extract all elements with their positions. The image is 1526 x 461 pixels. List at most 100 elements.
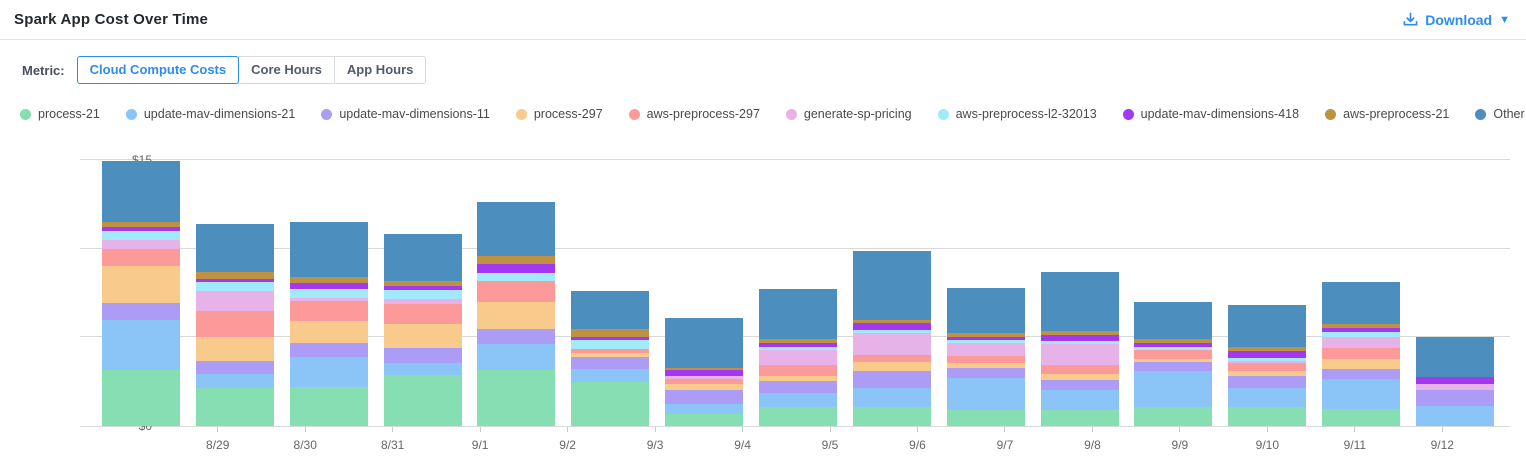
bar-segment-generate-sp-pricing[interactable] (852, 333, 931, 356)
bar-segment-other[interactable] (946, 288, 1025, 333)
bar-segment-aws-preprocess-l2-32013[interactable] (571, 340, 650, 350)
bar-segment-aws-preprocess-l2-32013[interactable] (289, 289, 368, 299)
bar-segment-process-21[interactable] (1322, 409, 1401, 426)
bar-segment-update-mav-dimensions-11[interactable] (101, 302, 180, 320)
stacked-bar-9-5[interactable] (758, 288, 837, 426)
bar-segment-other[interactable] (758, 288, 837, 339)
bar-segment-process-297[interactable] (571, 352, 650, 357)
bar-segment-aws-preprocess-21[interactable] (665, 367, 744, 370)
stacked-bar-9-12[interactable] (1415, 337, 1494, 426)
bar-segment-generate-sp-pricing[interactable] (1040, 344, 1119, 366)
stacked-bar-9-2[interactable] (477, 201, 556, 426)
bar-segment-process-21[interactable] (946, 410, 1025, 426)
bar-segment-update-mav-dimensions-418[interactable] (477, 263, 556, 273)
bar-segment-update-mav-dimensions-418[interactable] (1322, 327, 1401, 333)
bar-segment-update-mav-dimensions-21[interactable] (1134, 371, 1213, 408)
stacked-bar-9-7[interactable] (946, 288, 1025, 426)
bar-segment-aws-preprocess-l2-32013[interactable] (1228, 357, 1307, 362)
bar-segment-generate-sp-pricing[interactable] (665, 376, 744, 379)
bar-segment-update-mav-dimensions-11[interactable] (1134, 362, 1213, 372)
metric-tab-app-hours[interactable]: App Hours (333, 56, 427, 84)
bar-segment-generate-sp-pricing[interactable] (289, 298, 368, 302)
bar-segment-other[interactable] (1040, 271, 1119, 331)
bar-segment-process-297[interactable] (1134, 358, 1213, 363)
bar-segment-aws-preprocess-l2-32013[interactable] (195, 282, 274, 292)
bar-segment-generate-sp-pricing[interactable] (1228, 361, 1307, 364)
bar-segment-aws-preprocess-21[interactable] (1228, 347, 1307, 352)
bar-segment-aws-preprocess-l2-32013[interactable] (1040, 341, 1119, 345)
bar-segment-update-mav-dimensions-21[interactable] (1415, 406, 1494, 426)
bar-segment-update-mav-dimensions-418[interactable] (946, 336, 1025, 340)
bar-segment-process-21[interactable] (1040, 410, 1119, 426)
bar-segment-other[interactable] (1415, 337, 1494, 377)
bar-segment-process-297[interactable] (289, 320, 368, 343)
bar-segment-aws-preprocess-297[interactable] (1322, 347, 1401, 359)
stacked-bar-8-31[interactable] (289, 222, 368, 426)
bar-segment-aws-preprocess-297[interactable] (1040, 365, 1119, 375)
bar-segment-aws-preprocess-297[interactable] (289, 301, 368, 321)
legend-item-update-mav-dimensions-11[interactable]: update-mav-dimensions-11 (321, 107, 490, 121)
bar-segment-update-mav-dimensions-418[interactable] (665, 369, 744, 377)
metric-tab-core-hours[interactable]: Core Hours (238, 56, 335, 84)
bar-segment-update-mav-dimensions-418[interactable] (852, 323, 931, 330)
bar-segment-update-mav-dimensions-418[interactable] (1134, 343, 1213, 347)
bar-segment-aws-preprocess-21[interactable] (946, 332, 1025, 337)
bar-segment-update-mav-dimensions-21[interactable] (571, 369, 650, 382)
bar-segment-update-mav-dimensions-21[interactable] (1322, 379, 1401, 410)
bar-segment-aws-preprocess-297[interactable] (571, 349, 650, 353)
bar-segment-process-21[interactable] (477, 370, 556, 426)
legend-item-process-21[interactable]: process-21 (20, 107, 100, 121)
stacked-bar-9-6[interactable] (852, 250, 931, 426)
stacked-bar-9-8[interactable] (1040, 271, 1119, 426)
bar-segment-generate-sp-pricing[interactable] (758, 350, 837, 366)
legend-item-update-mav-dimensions-418[interactable]: update-mav-dimensions-418 (1122, 107, 1299, 121)
bar-segment-process-297[interactable] (946, 363, 1025, 369)
bar-segment-process-297[interactable] (195, 336, 274, 362)
stacked-bar-9-4[interactable] (665, 318, 744, 426)
bar-segment-aws-preprocess-l2-32013[interactable] (1322, 332, 1401, 338)
bar-segment-process-21[interactable] (571, 381, 650, 426)
bar-segment-aws-preprocess-21[interactable] (1040, 330, 1119, 335)
bar-segment-update-mav-dimensions-21[interactable] (1040, 389, 1119, 410)
bar-segment-aws-preprocess-21[interactable] (571, 328, 650, 338)
bar-segment-aws-preprocess-21[interactable] (1134, 338, 1213, 344)
bar-segment-aws-preprocess-21[interactable] (477, 255, 556, 264)
bar-segment-aws-preprocess-l2-32013[interactable] (758, 346, 837, 351)
bar-segment-update-mav-dimensions-11[interactable] (852, 371, 931, 388)
bar-segment-aws-preprocess-21[interactable] (1322, 323, 1401, 328)
bar-segment-generate-sp-pricing[interactable] (195, 291, 274, 311)
bar-segment-update-mav-dimensions-418[interactable] (195, 278, 274, 283)
bar-segment-update-mav-dimensions-21[interactable] (1228, 387, 1307, 408)
bar-segment-process-297[interactable] (758, 376, 837, 381)
legend-item-process-297[interactable]: process-297 (515, 107, 603, 121)
stacked-bar-8-30[interactable] (195, 223, 274, 426)
bar-segment-process-297[interactable] (383, 324, 462, 349)
bar-segment-update-mav-dimensions-11[interactable] (571, 356, 650, 370)
bar-segment-update-mav-dimensions-11[interactable] (665, 389, 744, 404)
metric-tab-cloud-compute-costs[interactable]: Cloud Compute Costs (76, 56, 240, 84)
legend-item-other[interactable]: Other (1475, 107, 1525, 121)
bar-segment-process-297[interactable] (665, 383, 744, 390)
bar-segment-aws-preprocess-297[interactable] (101, 248, 180, 267)
bar-segment-update-mav-dimensions-11[interactable] (758, 380, 837, 394)
bar-segment-update-mav-dimensions-11[interactable] (195, 361, 274, 374)
bar-segment-update-mav-dimensions-21[interactable] (758, 393, 837, 407)
bar-segment-process-21[interactable] (758, 406, 837, 426)
bar-segment-update-mav-dimensions-11[interactable] (477, 329, 556, 344)
bar-segment-aws-preprocess-21[interactable] (195, 271, 274, 279)
stacked-bar-9-11[interactable] (1322, 281, 1401, 426)
bar-segment-update-mav-dimensions-21[interactable] (665, 403, 744, 414)
bar-segment-aws-preprocess-297[interactable] (383, 303, 462, 325)
bar-segment-aws-preprocess-297[interactable] (665, 378, 744, 384)
stacked-bar-9-10[interactable] (1228, 304, 1307, 426)
bar-segment-process-297[interactable] (1040, 374, 1119, 381)
bar-segment-aws-preprocess-l2-32013[interactable] (383, 289, 462, 299)
bar-segment-other[interactable] (289, 222, 368, 277)
bar-segment-aws-preprocess-l2-32013[interactable] (1134, 346, 1213, 351)
bar-segment-update-mav-dimensions-11[interactable] (289, 342, 368, 357)
bar-segment-generate-sp-pricing[interactable] (1415, 383, 1494, 391)
bar-segment-update-mav-dimensions-11[interactable] (1040, 380, 1119, 390)
bar-segment-other[interactable] (477, 201, 556, 256)
bar-segment-process-297[interactable] (852, 361, 931, 372)
bar-segment-update-mav-dimensions-11[interactable] (1415, 390, 1494, 407)
